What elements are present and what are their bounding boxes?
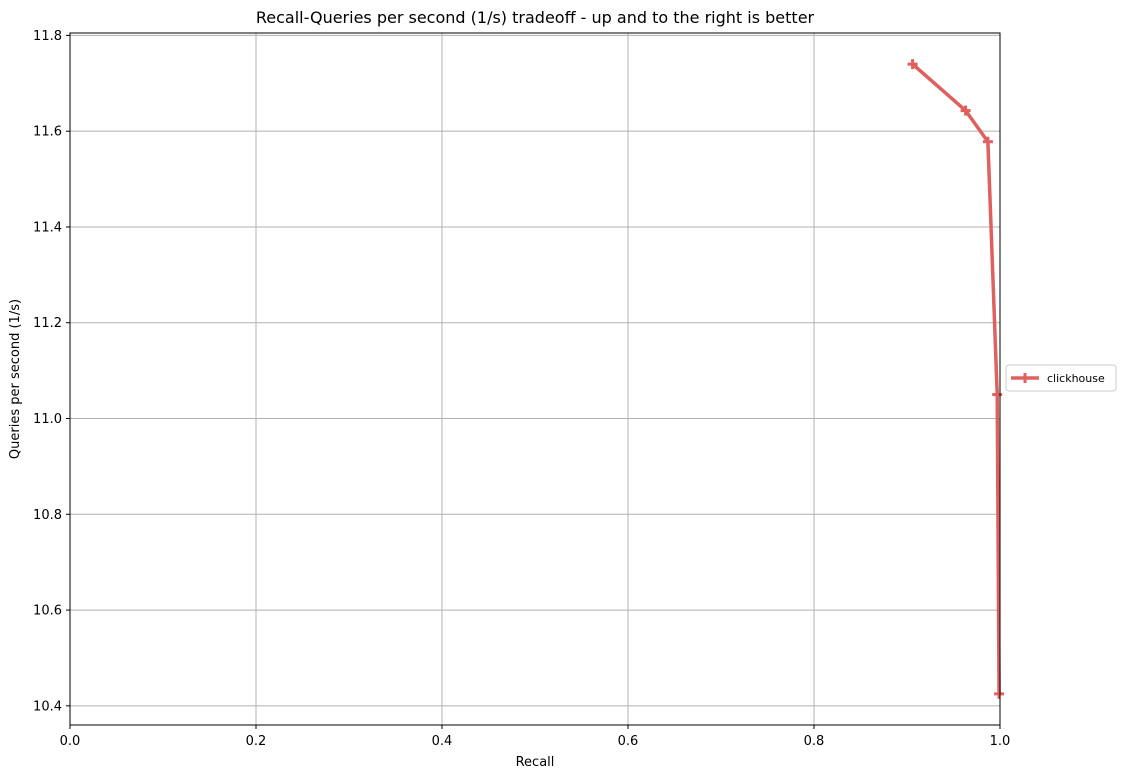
- y-tick-label: 11.8: [33, 29, 62, 44]
- y-tick-label: 11.0: [33, 412, 62, 427]
- data-point: [982, 136, 993, 147]
- y-tick-label: 11.6: [33, 125, 62, 140]
- chart-title: Recall-Queries per second (1/s) tradeoff…: [256, 8, 815, 27]
- data-point: [994, 688, 1005, 699]
- x-tick-label: 0.2: [246, 734, 267, 749]
- x-tick-label: 0.8: [804, 734, 825, 749]
- legend-box: [1005, 364, 1117, 392]
- x-tick-label: 1.0: [990, 734, 1011, 749]
- data-point: [960, 105, 971, 116]
- y-tick-label: 11.2: [33, 316, 62, 331]
- x-axis-label: Recall: [516, 755, 555, 770]
- x-tick-label: 0.4: [432, 734, 453, 749]
- y-tick-label: 10.8: [33, 508, 62, 523]
- legend-label: clickhouse: [1047, 372, 1105, 385]
- y-tick-label: 11.4: [33, 220, 62, 235]
- series-line-clickhouse: [911, 62, 1001, 694]
- legend: clickhouse: [1005, 364, 1117, 392]
- y-tick-label: 10.6: [33, 604, 62, 619]
- series-layer: [907, 59, 1005, 699]
- grid: [69, 33, 1001, 725]
- plot-area-frame: [69, 32, 1001, 726]
- x-tick-label: 0.0: [60, 734, 81, 749]
- data-point: [907, 59, 918, 70]
- axis-ticks: 0.0 0.2 0.4 0.6 0.8 1.0 10.4 10.6 10.8 11.0 11.2 11…: [33, 29, 1010, 749]
- y-axis-label: Queries per second (1/s): [8, 299, 23, 459]
- y-tick-label: 10.4: [33, 699, 62, 714]
- x-tick-label: 0.6: [618, 734, 639, 749]
- data-point: [992, 389, 1003, 400]
